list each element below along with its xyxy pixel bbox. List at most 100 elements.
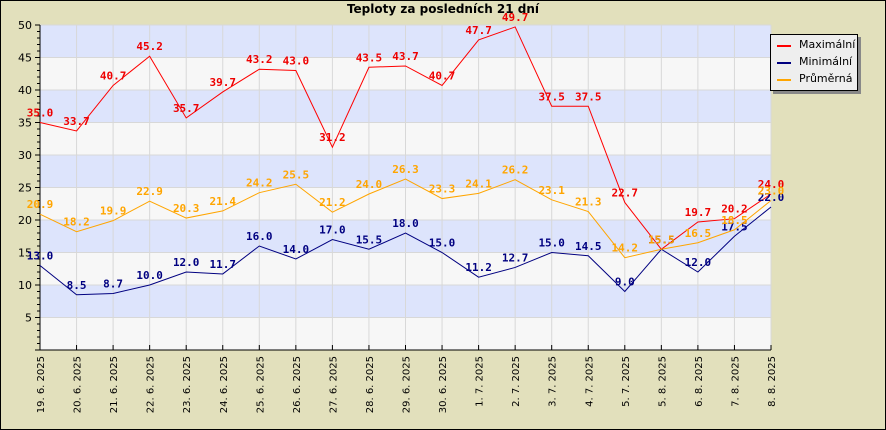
data-label: 17.5	[721, 220, 748, 233]
data-label: 16.5	[685, 227, 712, 240]
data-label: 37.5	[575, 90, 602, 103]
x-tick-label: 20. 6. 2025	[73, 356, 84, 413]
data-label: 11.7	[210, 258, 237, 271]
x-tick-label: 30. 6. 2025	[438, 356, 449, 413]
data-label: 18.5	[721, 214, 748, 227]
data-label: 12.0	[685, 256, 712, 269]
data-label: 35.0	[27, 107, 54, 120]
data-label: 24.1	[465, 177, 492, 190]
data-label: 33.7	[63, 115, 90, 128]
legend-label: Minimální	[799, 55, 853, 68]
y-tick-label: 45	[18, 52, 32, 65]
legend-item-min: Minimální	[771, 54, 857, 71]
data-label: 15.5	[648, 233, 675, 246]
data-label: 43.7	[392, 50, 419, 63]
x-tick-label: 5. 8. 2025	[657, 356, 668, 407]
data-label: 40.7	[100, 69, 127, 82]
x-tick-label: 2. 7. 2025	[511, 356, 522, 407]
data-label: 26.3	[392, 163, 419, 176]
data-label: 15.5	[648, 233, 675, 246]
data-label: 8.7	[103, 277, 123, 290]
x-tick-label: 6. 8. 2025	[694, 356, 705, 407]
data-label: 20.9	[27, 198, 54, 211]
data-label: 23.3	[429, 183, 456, 196]
legend: Maximální Minimální Průměrná	[770, 34, 858, 91]
y-tick-label: 40	[18, 84, 32, 97]
data-label: 47.7	[465, 24, 492, 37]
chart-title: Teploty za posledních 21 dní	[346, 2, 540, 16]
data-label: 15.5	[648, 233, 675, 246]
y-tick-label: 10	[18, 279, 32, 292]
data-label: 21.3	[575, 196, 602, 209]
legend-label: Průměrná	[799, 72, 853, 85]
x-tick-label: 22. 6. 2025	[146, 356, 157, 413]
x-tick-label: 21. 6. 2025	[109, 356, 120, 413]
data-label: 11.2	[465, 261, 492, 274]
data-label: 19.9	[100, 205, 127, 218]
data-label: 18.0	[392, 217, 419, 230]
data-label: 45.2	[136, 40, 163, 53]
y-tick-label: 20	[18, 214, 32, 227]
data-label: 8.5	[67, 279, 87, 292]
data-label: 20.2	[721, 203, 748, 216]
data-label: 13.0	[27, 250, 54, 263]
data-label: 23.1	[538, 184, 565, 197]
data-label: 35.7	[173, 102, 200, 115]
y-tick-label: 15	[18, 247, 32, 260]
data-label: 12.7	[502, 251, 529, 264]
x-tick-label: 27. 6. 2025	[328, 356, 339, 413]
data-label: 22.7	[612, 186, 639, 199]
y-tick-label: 5	[25, 312, 32, 325]
x-tick-label: 3. 7. 2025	[548, 356, 559, 407]
data-label: 15.5	[356, 233, 383, 246]
data-label: 43.5	[356, 51, 383, 64]
legend-swatch-min	[777, 62, 791, 64]
data-label: 18.2	[63, 216, 90, 229]
x-tick-label: 1. 7. 2025	[475, 356, 486, 407]
data-label: 21.2	[319, 196, 346, 209]
y-tick-label: 25	[18, 182, 32, 195]
data-label: 24.0	[758, 178, 785, 191]
series-line	[39, 206, 772, 296]
data-label: 49.7	[502, 11, 529, 24]
series-line	[39, 178, 772, 259]
data-label: 14.5	[575, 240, 602, 253]
x-tick-label: 7. 8. 2025	[730, 356, 741, 407]
data-label: 20.3	[173, 202, 200, 215]
data-label: 31.2	[319, 131, 346, 144]
data-label: 25.5	[283, 168, 310, 181]
data-label: 17.0	[319, 224, 346, 237]
data-label: 24.2	[246, 177, 273, 190]
data-label: 19.7	[685, 206, 712, 219]
x-tick-label: 25. 6. 2025	[255, 356, 266, 413]
data-label: 9.0	[615, 276, 635, 289]
data-label: 14.0	[283, 243, 310, 256]
x-tick-label: 19. 6. 2025	[36, 356, 47, 413]
data-label: 22.0	[758, 191, 785, 204]
data-label: 40.7	[429, 69, 456, 82]
data-label: 39.7	[210, 76, 237, 89]
x-tick-label: 23. 6. 2025	[182, 356, 193, 413]
x-tick-label: 24. 6. 2025	[219, 356, 230, 413]
legend-label: Maximální	[799, 38, 856, 51]
legend-item-max: Maximální	[771, 37, 857, 54]
x-tick-label: 4. 7. 2025	[584, 356, 595, 407]
data-label: 23.0	[758, 185, 785, 198]
x-tick-label: 26. 6. 2025	[292, 356, 303, 413]
x-tick-label: 8. 8. 2025	[767, 356, 778, 407]
data-label: 37.5	[538, 90, 565, 103]
data-label: 15.0	[538, 237, 565, 250]
data-label: 16.0	[246, 230, 273, 243]
series-line	[39, 26, 772, 250]
data-label: 14.2	[612, 242, 639, 255]
data-label: 12.0	[173, 256, 200, 269]
legend-swatch-max	[777, 45, 791, 47]
data-label: 24.0	[356, 178, 383, 191]
data-label: 15.0	[429, 237, 456, 250]
x-tick-label: 28. 6. 2025	[365, 356, 376, 413]
legend-item-avg: Průměrná	[771, 71, 857, 88]
legend-swatch-avg	[777, 79, 791, 81]
y-tick-label: 35	[18, 117, 32, 130]
x-tick-label: 5. 7. 2025	[621, 356, 632, 407]
data-label: 26.2	[502, 164, 529, 177]
